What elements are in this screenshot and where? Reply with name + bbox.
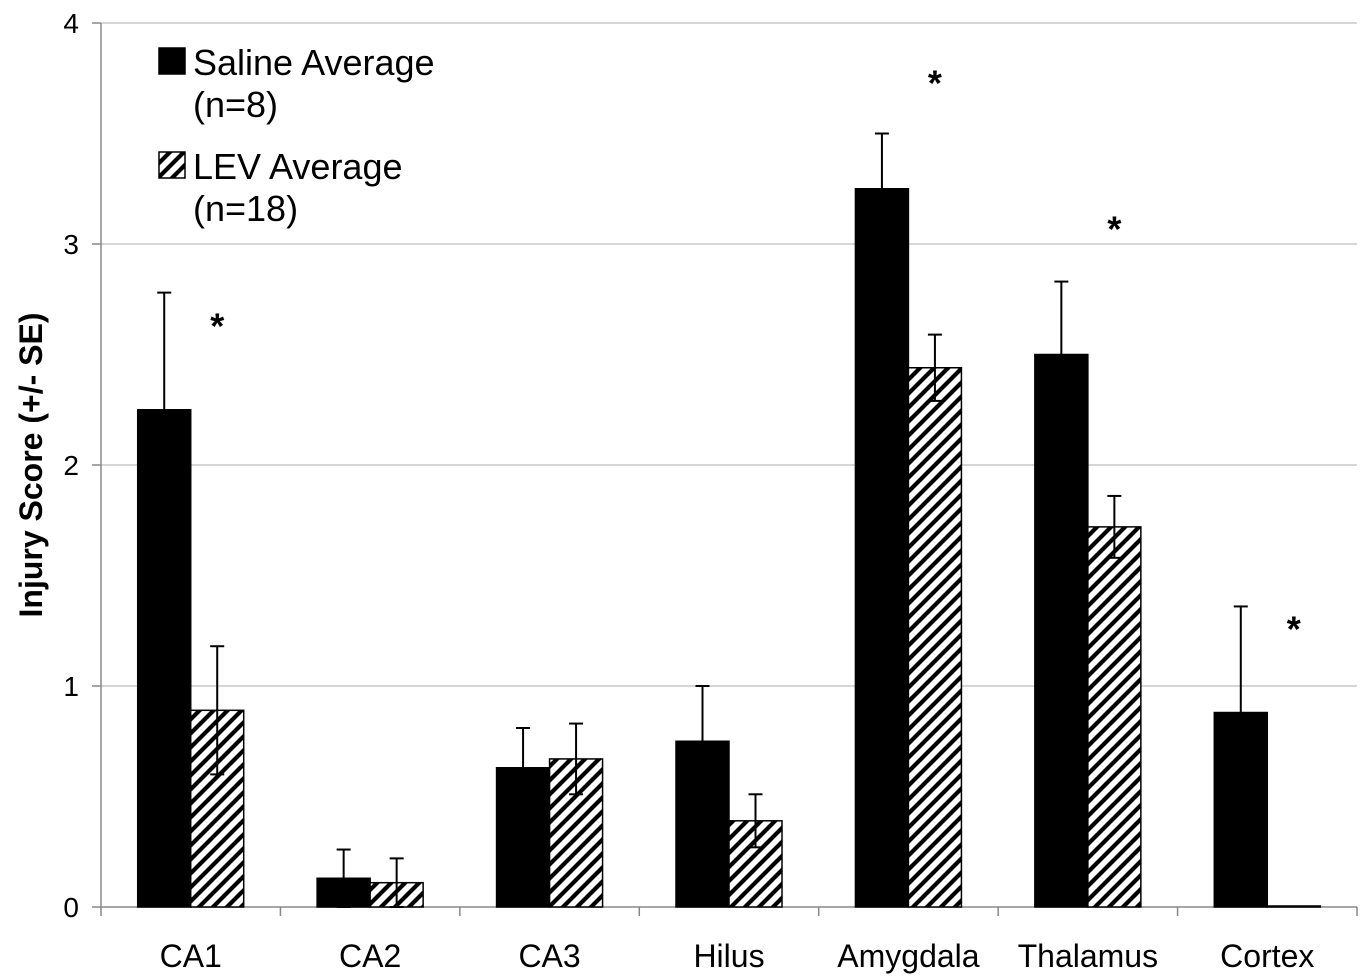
bar (907, 367, 963, 908)
significance-marks: * * * * (210, 63, 1301, 650)
bar (1034, 353, 1089, 908)
y-tick-label: 0 (63, 892, 79, 923)
y-tick-label: 3 (63, 229, 79, 260)
bar (1087, 526, 1142, 908)
x-tick-label: Thalamus (1018, 938, 1159, 974)
x-tick-label: Cortex (1220, 938, 1314, 974)
significance-asterisk: * (1107, 208, 1121, 249)
y-tick-label: 2 (63, 450, 79, 481)
significance-asterisk: * (928, 63, 942, 104)
x-tick-label: CA2 (339, 938, 401, 974)
gridlines (101, 22, 1357, 687)
legend-sublabel: (n=8) (193, 84, 278, 125)
bar (854, 188, 910, 908)
axis-labels: 0 1 2 3 4 CA1 CA2 CA3 Hilus Amygdala Thalamus Corte… (63, 8, 1314, 974)
legend-swatch (158, 151, 186, 179)
legend-label: LEV Average (193, 146, 403, 187)
legend-label: Saline Average (193, 42, 435, 83)
bars (136, 188, 1322, 908)
x-tick-label: Hilus (693, 938, 764, 974)
x-tick-label: Amygdala (837, 938, 980, 974)
bar (1266, 905, 1322, 908)
legend-sublabel: (n=18) (193, 188, 298, 229)
y-axis-title: Injury Score (+/- SE) (13, 313, 49, 618)
legend: Saline Average(n=8) LEV Average(n=18) (158, 42, 435, 229)
y-tick-label: 4 (63, 8, 79, 39)
y-tick-label: 1 (63, 671, 79, 702)
significance-asterisk: * (1287, 608, 1301, 649)
x-tick-label: CA1 (160, 938, 222, 974)
significance-asterisk: * (210, 306, 224, 347)
x-tick-label: CA3 (518, 938, 580, 974)
legend-swatch (158, 47, 186, 75)
error-bars (157, 132, 1248, 908)
